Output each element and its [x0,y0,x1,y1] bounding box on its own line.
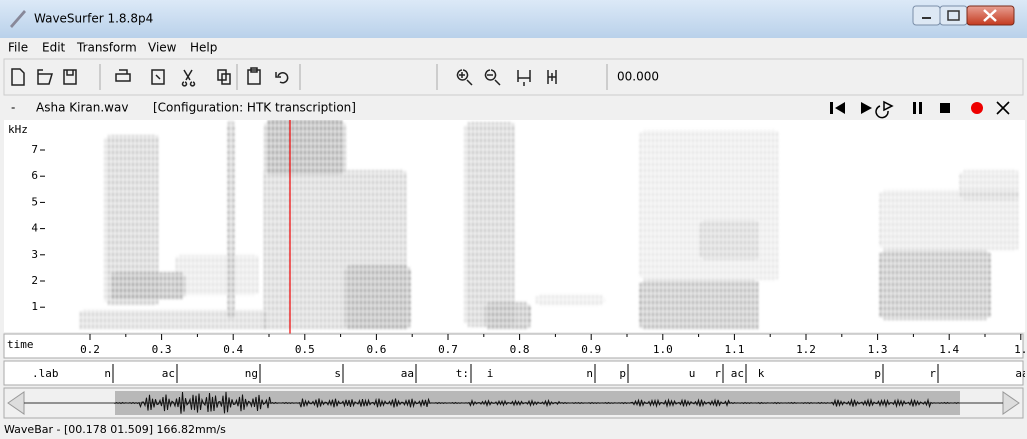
time-tick-label: 0.9 [581,343,601,356]
spectral-energy [78,310,268,330]
spectral-energy [700,220,760,260]
spectral-energy [175,255,260,295]
transcription-segment[interactable]: p [619,367,626,380]
spectral-energy [345,265,410,330]
record-button[interactable] [971,102,983,114]
title-bar [0,0,1027,38]
toolbar [4,59,1023,95]
spectral-energy [228,120,234,320]
transcription-segment[interactable]: t: [456,367,469,380]
time-tick-label: 1.2 [796,343,816,356]
info-marker: - [11,101,15,115]
transcription-segment[interactable]: s [334,367,341,380]
time-tick-label: 0.3 [152,343,172,356]
transcription-segment[interactable]: k [758,367,765,380]
spectral-energy [110,272,185,300]
time-tick-label: 1.0 [653,343,673,356]
transcription-segment[interactable]: p [874,367,881,380]
frequency-tick-label: 7 [31,143,38,156]
window-title: WaveSurfer 1.8.8p4 [34,12,153,26]
spectral-energy [880,250,990,320]
time-tick-label: 1. [1014,343,1027,356]
menu-item[interactable]: Transform [76,41,137,55]
spectral-energy [535,295,605,305]
transcription-segment[interactable]: aa [1015,367,1027,380]
frequency-tick-label: 3 [31,248,38,261]
time-tick-label: 1.1 [724,343,744,356]
time-tick-label: 0.6 [366,343,386,356]
frequency-tick-label: 6 [31,169,38,182]
spectrogram-axis [4,120,75,332]
transcription-segment[interactable]: r [929,367,936,380]
transcription-segment[interactable]: i [487,367,494,380]
spectral-energy [485,302,530,330]
time-tick-label: 1.3 [868,343,888,356]
menu-item[interactable]: File [8,41,28,55]
minimize-button[interactable] [913,6,940,25]
time-tick-label: 1.4 [939,343,959,356]
toolbar-time: 00.000 [617,70,659,84]
time-tick-label: 0.8 [510,343,530,356]
frequency-tick-label: 2 [31,274,38,287]
transcription-pane [4,361,1023,385]
transcription-segment[interactable]: aa [401,367,414,380]
frequency-tick-label: 1 [31,300,38,313]
stop-button[interactable] [940,103,950,113]
transcription-segment[interactable]: r [714,367,721,380]
transcription-segment[interactable]: ng [245,367,258,380]
minimize-icon [922,17,931,19]
frequency-tick-label: 4 [31,222,38,235]
transcription-segment[interactable]: u [689,367,696,380]
time-tick-label: 0.7 [438,343,458,356]
maximize-button[interactable] [940,6,967,25]
transcription-label: .lab [32,367,59,380]
menu-item[interactable]: Help [190,41,217,55]
file-name: Asha Kiran.wav [36,101,128,115]
transcription-segment[interactable]: ac [731,367,744,380]
transcription-segment[interactable]: n [104,367,111,380]
wavesurfer-window: WaveSurfer 1.8.8p4 File Edit Transform View… [0,0,1027,439]
spectral-energy [265,120,345,175]
time-tick-label: 0.5 [295,343,315,356]
spectrogram-unit: kHz [8,123,28,136]
menu-item[interactable]: Edit [42,41,66,55]
spectral-energy [465,122,515,327]
configuration: [Configuration: HTK transcription] [153,101,356,115]
status-bar: WaveBar - [00.178 01.509] 166.82mm/s [4,423,226,436]
time-tick-label: 0.2 [80,343,100,356]
time-axis-label: time [7,338,34,351]
spectral-energy [960,170,1020,200]
frequency-tick-label: 5 [31,195,38,208]
spectral-energy [640,280,760,330]
menu-item[interactable]: View [148,41,177,55]
transcription-segment[interactable]: ac [162,367,175,380]
time-tick-label: 0.4 [223,343,243,356]
transcription-segment[interactable]: n [586,367,593,380]
